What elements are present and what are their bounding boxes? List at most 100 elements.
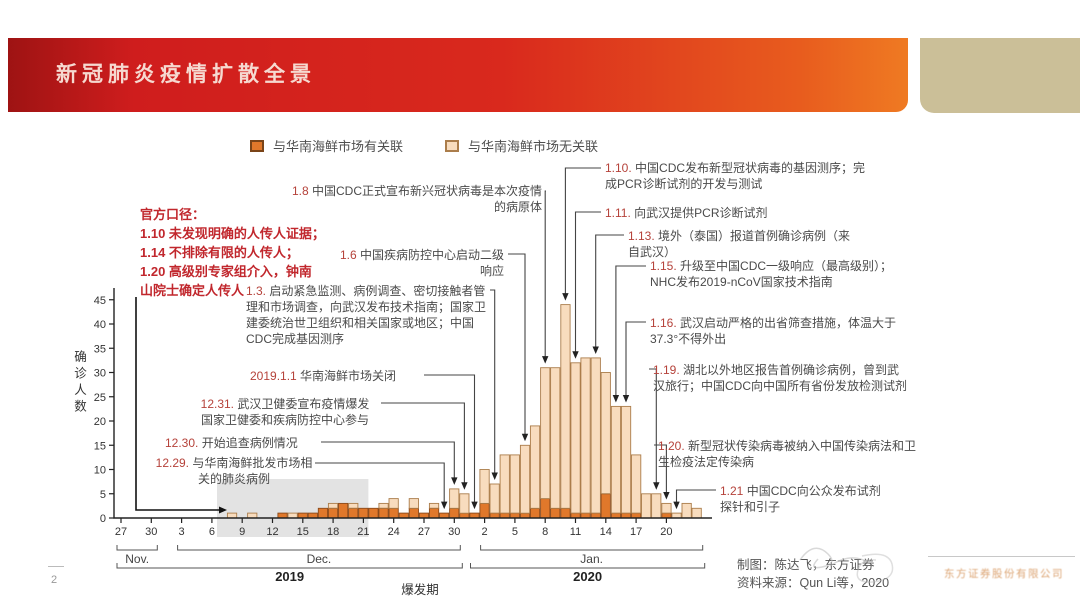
annotation-text: 华南海鲜市场关闭: [296, 369, 397, 383]
annotation-text: 武汉卫健委宣布疫情爆发 国家卫健委和疾病防控中心参与: [200, 397, 370, 427]
arrowhead-icon: [471, 501, 478, 510]
x-tick-label: 17: [630, 526, 642, 538]
chart-legend: 与华南海鲜市场有关联 与华南海鲜市场无关联: [250, 136, 598, 155]
legend-label: 与华南海鲜市场有关联: [273, 139, 404, 154]
bar-unlinked: [540, 367, 551, 500]
leader-line: [564, 167, 601, 294]
annotation-text: 境外（泰国）报道首例确诊病例（来自武汉）: [628, 229, 851, 259]
annotation-date: 1.19.: [653, 363, 680, 377]
x-tick-label: 24: [388, 526, 400, 538]
bar-unlinked: [499, 454, 510, 514]
leader-line: [508, 253, 526, 435]
annotation-1-21: 1.21 中国CDC向公众发布试剂探针和引子: [720, 483, 892, 515]
legend-label: 与华南海鲜市场无关联: [468, 139, 599, 154]
bar-unlinked: [600, 372, 611, 495]
leader-line: [490, 289, 496, 474]
annotation-text: 与华南海鲜批发市场相关的肺炎病例: [189, 456, 313, 486]
y-axis-label: 确诊人数: [72, 350, 86, 416]
credits: 制图：陈达飞，东方证券 资料来源：Qun Li等，2020: [737, 556, 947, 592]
leader-line: [675, 489, 716, 503]
year-label: 2020: [573, 569, 602, 584]
leader-line: [544, 190, 546, 357]
bar-unlinked: [378, 502, 389, 509]
annotation-date: 1.20.: [658, 439, 685, 453]
annotation-1-15: 1.15. 升级至中国CDC一级响应（最高级别）；NHC发布2019-nCoV国…: [650, 258, 898, 290]
annotation-1-6: 1.6 中国疾病防控中心启动二级响应: [334, 247, 504, 279]
legend-item-linked: 与华南海鲜市场有关联: [250, 136, 403, 155]
annotation-date: 1.3.: [246, 284, 267, 298]
corner-decoration: [920, 38, 1080, 113]
annotation-date: 1.21: [720, 484, 744, 498]
annotation-date: 1.6: [339, 248, 357, 262]
y-tick-label: 35: [94, 343, 106, 355]
y-tick-label: 15: [94, 440, 106, 452]
y-tick-label: 10: [94, 465, 106, 477]
leader-line: [424, 374, 476, 503]
annotation-1-11: 1.11. 向武汉提供PCR诊断试剂: [605, 205, 845, 221]
x-tick-label: 18: [327, 526, 339, 538]
month-label: Nov.: [125, 552, 149, 566]
leader-line: [321, 441, 455, 478]
footer-divider: [928, 556, 1075, 557]
annotation-date: 12.29.: [155, 456, 190, 470]
bar-unlinked: [408, 498, 419, 509]
legend-item-unlinked: 与华南海鲜市场无关联: [445, 136, 598, 155]
bar-unlinked: [560, 304, 571, 509]
x-tick-label: 6: [209, 526, 215, 538]
bar-unlinked: [489, 483, 500, 514]
credit-source: 资料来源：Qun Li等，2020: [737, 576, 890, 590]
arrowhead-icon: [562, 293, 569, 301]
page-number: 2: [51, 574, 58, 586]
x-tick-label: 11: [570, 526, 581, 538]
leader-line: [315, 462, 445, 503]
y-tick-label: 25: [94, 392, 106, 404]
annotation-date: 1.16.: [650, 316, 677, 330]
annotation-text: 新型冠状传染病毒被纳入中国传染病法和卫生检疫法定传染病: [658, 439, 917, 469]
arrowhead-icon: [521, 433, 529, 442]
y-tick-label: 45: [94, 295, 106, 307]
annotation-text: 中国CDC发布新型冠状病毒的基因测序；完成PCR诊断试剂的开发与测试: [605, 161, 866, 191]
annotation-date: 12.30.: [165, 436, 199, 450]
arrowhead-icon: [592, 346, 599, 354]
bar-unlinked: [570, 362, 581, 514]
bar-unlinked: [610, 405, 622, 514]
annotation-text: 中国CDC正式宣布新兴冠状病毒是本次疫情的病原体: [308, 184, 542, 214]
x-tick-label: 27: [115, 526, 127, 538]
x-tick-label: 14: [600, 526, 612, 538]
annotation-1-10: 1.10. 中国CDC发布新型冠状病毒的基因测序；完成PCR诊断试剂的开发与测试: [605, 160, 869, 192]
leader-line: [654, 444, 667, 493]
bar-unlinked: [348, 502, 359, 509]
phase-label: 爆发期: [401, 582, 439, 597]
annotation-1-16: 1.16. 武汉启动严格的出省筛查措施，体温大于37.3°不得外出: [650, 315, 902, 347]
bar-unlinked: [509, 454, 520, 514]
bars: [226, 304, 702, 519]
bar-unlinked: [550, 367, 561, 509]
annotation-1-8: 1.8 中国CDC正式宣布新兴冠状病毒是本次疫情的病原体: [290, 183, 542, 215]
annotation-12-29: 12.29. 与华南海鲜批发市场相关的肺炎病例: [155, 455, 313, 487]
official-stance-line: 1.20 高级别专家组介入，钟南: [140, 264, 312, 279]
x-tick-label: 30: [448, 526, 460, 538]
arrowhead-icon: [542, 356, 549, 364]
bar-unlinked: [459, 493, 470, 514]
x-tick-label: 8: [542, 526, 548, 538]
annotation-date: 1.8: [291, 184, 309, 198]
x-tick-label: 2: [482, 526, 488, 538]
y-tick-label: 40: [94, 319, 106, 331]
official-stance-block: 官方口径： 1.10 未发现明确的人传人证据； 1.14 不排除有限的人传人； …: [140, 205, 340, 300]
bar-unlinked: [519, 444, 531, 514]
annotation-text: 开始追查病例情况: [198, 436, 298, 450]
annotation-date: 1.11.: [605, 206, 631, 220]
annotation-text: 启动紧急监测、病例调查、密切接触者管理和市场调查，向武汉发布技术指南；国家卫建委…: [246, 284, 487, 346]
bar-unlinked: [327, 502, 339, 509]
official-stance-line: 山院士确定人传人: [140, 283, 245, 298]
arrowhead-icon: [441, 501, 448, 510]
leader-line: [625, 321, 646, 396]
page-title: 新冠肺炎疫情扩散全景: [56, 63, 316, 86]
official-stance-line: 1.14 不排除有限的人传人；: [140, 245, 299, 260]
y-tick-label: 0: [100, 513, 106, 525]
annotation-text: 武汉启动严格的出省筛查措施，体温大于37.3°不得外出: [650, 316, 897, 346]
annotation-text: 升级至中国CDC一级响应（最高级别）；NHC发布2019-nCoV国家技术指南: [650, 259, 893, 289]
